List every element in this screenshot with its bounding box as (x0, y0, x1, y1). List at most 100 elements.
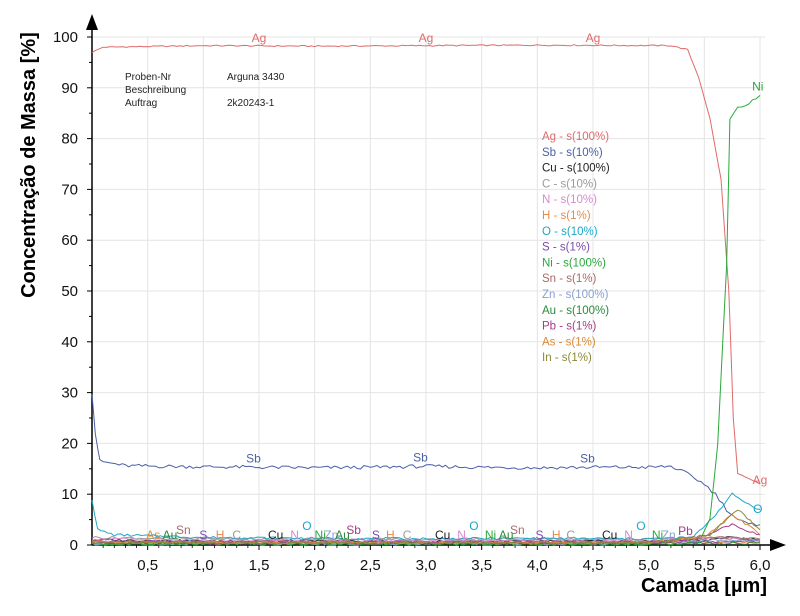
legend-entry: Ag - s(100%) (542, 131, 609, 143)
annotation-label: Ni (485, 528, 496, 542)
legend: Ag - s(100%) Sb - s(10%) Cu - s(100%) C - s… (542, 131, 610, 364)
x-tick-label: 1,5 (249, 557, 270, 574)
x-tick-labels: 0,5 1,0 1,5 2,0 2,5 3,0 3,5 4,0 4,5 5,0 5,5 6,0 (102, 545, 771, 574)
sample-info-box: Proben-Nr Arguna 3430 Beschreibung Auftrag 2… (125, 72, 285, 109)
annotation-label: S (372, 528, 380, 542)
legend-entry: Au - s(100%) (542, 305, 609, 317)
x-tick-label: 6,0 (750, 557, 771, 574)
annotation-label: Sb (580, 452, 595, 466)
annotation-label: Cu (602, 528, 617, 542)
y-axis-label: Concentração de Massa [%] (18, 32, 40, 298)
y-tick-label: 40 (61, 334, 78, 351)
annotation-label: H (386, 528, 395, 542)
annotation-label: Ag (753, 473, 768, 487)
y-tick-labels: 0 10 20 30 40 50 60 70 80 90 100 (53, 29, 92, 554)
info-label: Beschreibung (125, 85, 186, 96)
y-tick-label: 80 (61, 131, 78, 148)
grid (92, 36, 765, 546)
info-value: 2k20243-1 (227, 98, 275, 109)
y-tick-label: 0 (70, 537, 78, 554)
annotation-label: Pb (678, 524, 693, 538)
annotation-label: Cu (268, 528, 283, 542)
annotation-label: C (232, 528, 241, 542)
annotation-label: As (146, 528, 160, 542)
x-tick-label: 4,5 (583, 557, 604, 574)
x-tick-label: 1,0 (193, 557, 214, 574)
x-tick-label: 5,0 (638, 557, 659, 574)
x-tick-label: 2,0 (304, 557, 325, 574)
annotation-label: Cu (435, 528, 450, 542)
legend-entry: N - s(10%) (542, 194, 597, 206)
legend-entry: S - s(1%) (542, 242, 590, 254)
annotation-label: Ag (419, 31, 434, 45)
annotation-label: Sn (176, 523, 191, 537)
legend-entry: Zn - s(100%) (542, 289, 609, 301)
annotation-label: O (636, 519, 645, 533)
annotation-label: Sb (346, 523, 361, 537)
annotation-label: Ni (652, 528, 663, 542)
legend-entry: Sb - s(10%) (542, 147, 603, 159)
annotation-label: C (566, 528, 575, 542)
y-tick-label: 60 (61, 232, 78, 249)
annotation-label: Au (163, 528, 178, 542)
annotation-label: Au (499, 528, 514, 542)
annotation-label: S (536, 528, 544, 542)
annotation-label: Ag (586, 31, 601, 45)
legend-entry: Pb - s(1%) (542, 321, 596, 333)
y-tick-label: 20 (61, 435, 78, 452)
y-tick-label: 10 (61, 486, 78, 503)
info-label: Auftrag (125, 98, 157, 109)
y-axis-arrow (86, 14, 98, 30)
series-line (91, 509, 761, 545)
annotation-label: N (457, 528, 466, 542)
annotation-label: C (403, 528, 412, 542)
x-tick-label: 5,5 (694, 557, 715, 574)
annotation-label: N (624, 528, 633, 542)
series-line (91, 44, 761, 485)
legend-entry: Ni - s(100%) (542, 257, 606, 269)
annotation-label: Au (335, 528, 350, 542)
annotation-label: Ni (315, 528, 326, 542)
x-axis-arrow (770, 539, 786, 551)
y-tick-label: 70 (61, 181, 78, 198)
annotation-label: Sn (510, 523, 525, 537)
annotation-label: H (552, 528, 561, 542)
axes (86, 14, 786, 551)
annotation-label: O (469, 519, 478, 533)
legend-entry: Cu - s(100%) (542, 163, 610, 175)
x-tick-label: 3,5 (471, 557, 492, 574)
series-lines (91, 44, 761, 546)
x-tick-label: 4,0 (527, 557, 548, 574)
annotation-label: O (753, 502, 762, 516)
x-tick-label: 2,5 (360, 557, 381, 574)
legend-entry: Sn - s(1%) (542, 273, 596, 285)
y-tick-label: 100 (53, 29, 78, 46)
annotation-label: Ni (752, 79, 763, 93)
annotation-label: Sb (246, 452, 261, 466)
y-tick-label: 90 (61, 80, 78, 97)
legend-entry: C - s(10%) (542, 178, 597, 190)
annotation-label: H (216, 528, 225, 542)
legend-entry: As - s(1%) (542, 336, 596, 348)
x-tick-label: 3,0 (416, 557, 437, 574)
info-value: Arguna 3430 (227, 72, 285, 83)
y-tick-label: 30 (61, 385, 78, 402)
info-label: Proben-Nr (125, 72, 172, 83)
series-line (91, 394, 761, 527)
annotation-label: O (302, 519, 311, 533)
y-tick-label: 50 (61, 283, 78, 300)
annotation-label: N (290, 528, 299, 542)
annotation-label: Ag (252, 31, 267, 45)
annotation-label: Zn (662, 528, 676, 542)
x-axis-label: Camada [µm] (641, 575, 767, 597)
annotation-label: Zn (324, 528, 338, 542)
legend-entry: O - s(10%) (542, 226, 598, 238)
series-line (91, 492, 761, 541)
legend-entry: In - s(1%) (542, 352, 592, 364)
legend-entry: H - s(1%) (542, 210, 591, 222)
x-tick-label: 0,5 (137, 557, 158, 574)
annotation-label: S (199, 528, 207, 542)
annotation-label: Sb (413, 451, 428, 465)
